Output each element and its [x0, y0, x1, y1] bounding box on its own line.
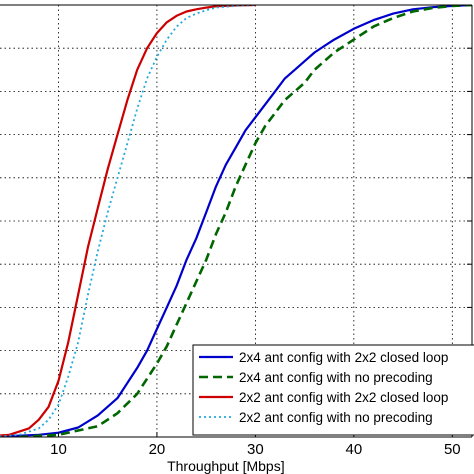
- tick-labels: 10 20 30 40 50: [50, 441, 461, 458]
- axes: [0, 4, 473, 438]
- series-line-1: [0, 5, 472, 437]
- legend-label-3: 2x2 ant config with 2x2 closed loop: [239, 390, 448, 405]
- legend-box: [192, 344, 474, 436]
- x-tick-label: 50: [444, 441, 461, 458]
- x-tick-label: 30: [247, 441, 264, 458]
- series-lines: [0, 5, 472, 437]
- x-tick-label: 10: [50, 441, 67, 458]
- series-line-2: [19, 5, 472, 437]
- legend: 2x4 ant config with 2x2 closed loop 2x4 a…: [192, 344, 474, 436]
- legend-label-1: 2x4 ant config with 2x2 closed loop: [239, 350, 448, 365]
- x-tick-label: 40: [346, 441, 363, 458]
- x-axis-title: Throughput [Mbps]: [167, 458, 285, 474]
- series-line-3: [0, 5, 256, 437]
- legend-label-2: 2x4 ant config with no precoding: [239, 370, 433, 385]
- series-line-4: [0, 5, 256, 437]
- x-tick-label: 20: [149, 441, 166, 458]
- legend-label-4: 2x2 ant config with no precoding: [239, 410, 433, 425]
